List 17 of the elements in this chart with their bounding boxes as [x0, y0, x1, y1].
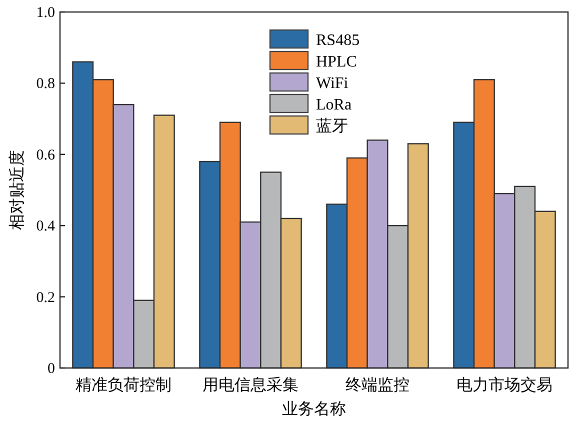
x-tick-label: 终端监控	[346, 376, 410, 394]
legend-label: RS485	[316, 32, 360, 49]
legend-label: WiFi	[316, 75, 349, 92]
legend-label: LoRa	[316, 96, 352, 114]
x-axis-title: 业务名称	[282, 400, 346, 418]
y-tick-label: 0.4	[36, 218, 56, 235]
x-tick-label: 精准负荷控制	[76, 376, 172, 394]
y-axis-title: 相对贴近度	[8, 150, 26, 230]
y-tick-label: 1.0	[36, 5, 55, 21]
x-tick-label: 用电信息采集	[202, 376, 298, 394]
y-tick-label: 0.8	[36, 76, 55, 92]
legend-label: HPLC	[316, 54, 357, 70]
legend-label: 蓝牙	[316, 117, 348, 135]
y-tick-label: 0	[48, 361, 55, 377]
x-tick-label: 电力市场交易	[456, 376, 552, 394]
y-tick-label: 0.2	[36, 290, 55, 306]
y-tick-label: 0.6	[36, 147, 56, 164]
